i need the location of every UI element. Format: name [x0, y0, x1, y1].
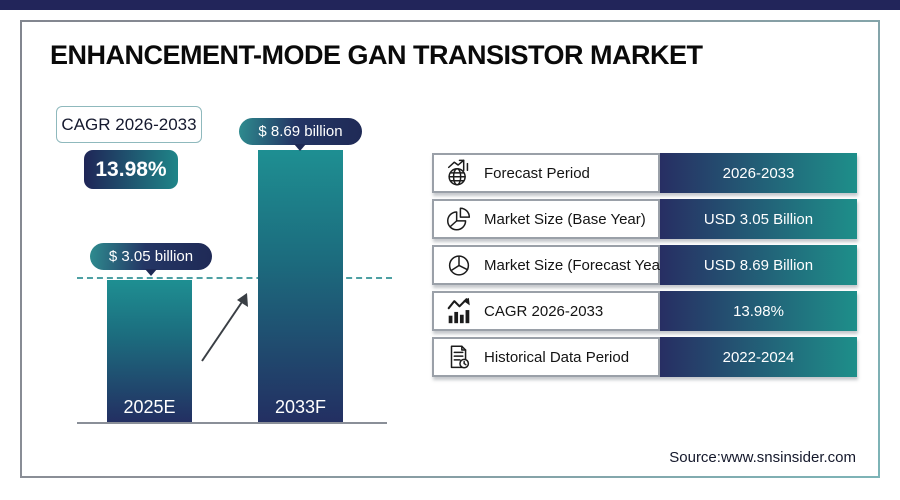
table-row-label: Forecast Period [484, 164, 590, 182]
table-row: CAGR 2026-2033 13.98% [432, 291, 857, 331]
source-attribution: Source:www.snsinsider.com [669, 449, 856, 466]
bar-2025e: 2025E [107, 280, 192, 422]
cagr-value-badge: 13.98% [84, 150, 178, 189]
page-title: ENHANCEMENT-MODE GAN TRANSISTOR MARKET [50, 40, 703, 70]
cagr-period-box: CAGR 2026-2033 [56, 106, 202, 143]
table-row-value: USD 3.05 Billion [660, 199, 857, 239]
pie-chart-exploded-icon [444, 250, 474, 280]
bar-chart-trend-icon [444, 296, 474, 326]
table-row-value: USD 8.69 Billion [660, 245, 857, 285]
chart-baseline [77, 422, 387, 424]
document-clock-icon [444, 342, 474, 372]
table-row-label: Market Size (Forecast Year) [484, 256, 670, 274]
globe-growth-icon [444, 158, 474, 188]
table-row: Market Size (Base Year) USD 3.05 Billion [432, 199, 857, 239]
top-accent-band [0, 0, 900, 10]
table-row-label: Historical Data Period [484, 348, 630, 366]
bar-value-callout-2033: $ 8.69 billion [239, 118, 362, 145]
table-row-label: CAGR 2026-2033 [484, 302, 604, 320]
content-frame-border: ENHANCEMENT-MODE GAN TRANSISTOR MARKET C… [20, 20, 880, 478]
table-row: Historical Data Period 2022-2024 [432, 337, 857, 377]
table-row-value: 2026-2033 [660, 153, 857, 193]
bar-value-callout-2025: $ 3.05 billion [90, 243, 212, 270]
table-row-value: 2022-2024 [660, 337, 857, 377]
reference-dashed-line [77, 277, 392, 279]
callout-pointer [294, 144, 306, 151]
callout-pointer [145, 269, 157, 276]
spec-table: Forecast Period 2026-2033 Mark [432, 153, 857, 377]
pie-chart-icon [444, 204, 474, 234]
table-row: Forecast Period 2026-2033 [432, 153, 857, 193]
bar-2033f: 2033F [258, 150, 343, 422]
table-row-label: Market Size (Base Year) [484, 210, 646, 228]
content-frame: ENHANCEMENT-MODE GAN TRANSISTOR MARKET C… [22, 22, 878, 476]
growth-arrow-icon [194, 287, 256, 374]
table-row: Market Size (Forecast Year) USD 8.69 Bil… [432, 245, 857, 285]
bar-year-label: 2033F [274, 397, 327, 417]
table-row-value: 13.98% [660, 291, 857, 331]
bar-year-label: 2025E [123, 397, 176, 417]
